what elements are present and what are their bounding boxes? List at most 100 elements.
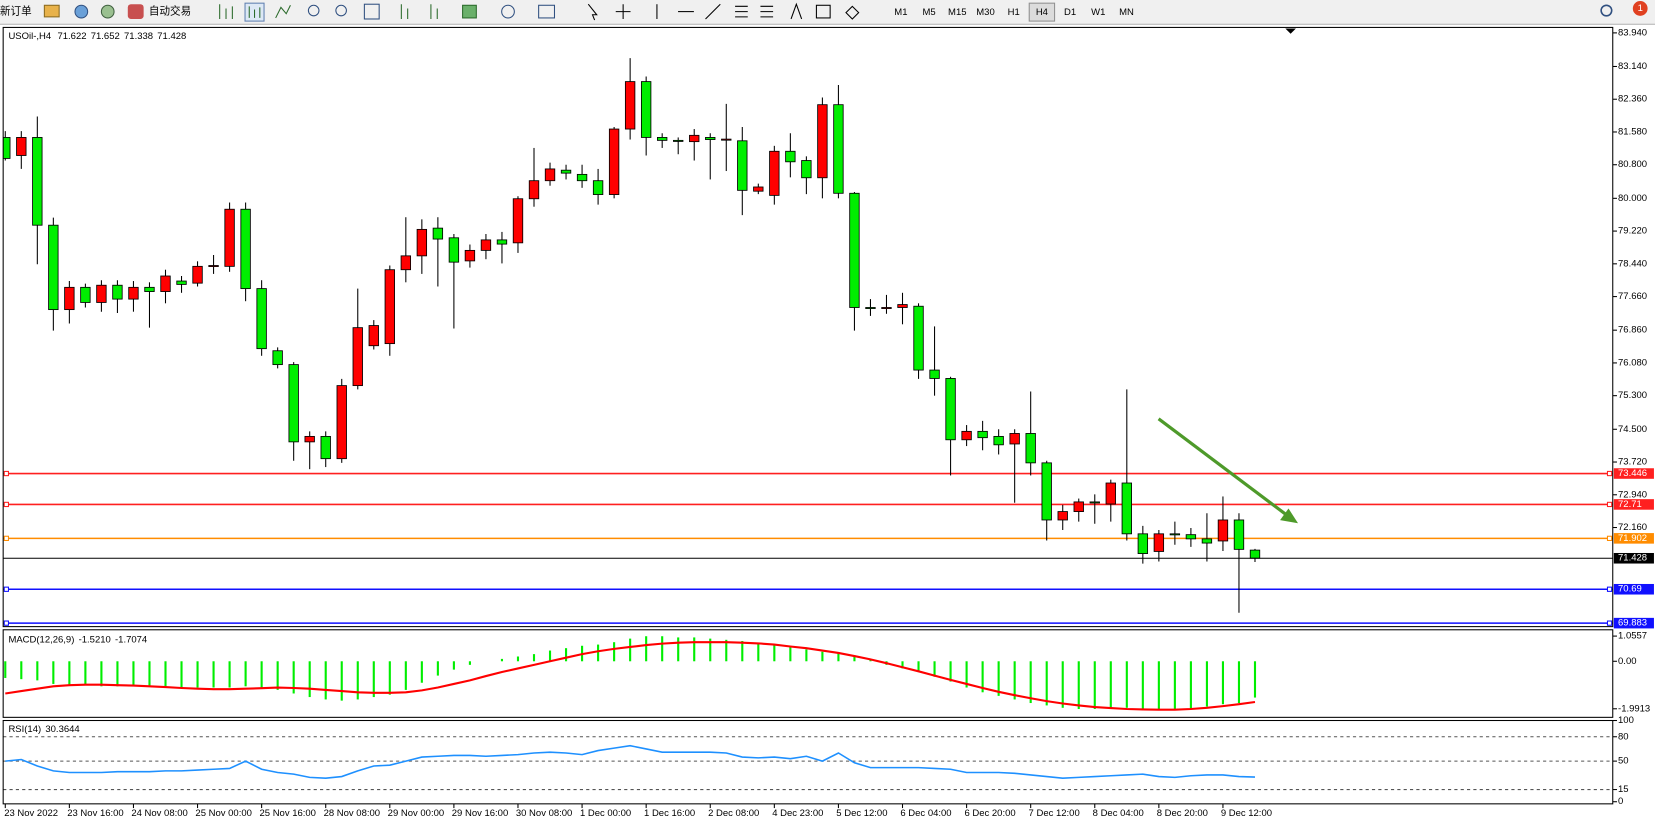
x-tick-label: 29 Nov 16:00 <box>452 808 508 819</box>
x-tick-label: 1 Dec 00:00 <box>580 808 631 819</box>
icon[interactable] <box>100 4 115 19</box>
histogram-bar <box>613 642 616 662</box>
candle-body <box>192 265 203 284</box>
candle-body <box>96 284 107 303</box>
timeframe-button[interactable]: H4 <box>1036 7 1048 18</box>
y-tick-label: 15 <box>1618 784 1629 795</box>
icon[interactable] <box>400 4 409 19</box>
timeframe-button[interactable]: M1 <box>894 7 907 18</box>
new-order-button[interactable]: 新订单 <box>0 4 32 17</box>
histogram-bar <box>52 661 55 684</box>
icon[interactable] <box>845 5 860 20</box>
price-label: 69.883 <box>1618 618 1647 629</box>
auto-trading-button[interactable]: 自动交易 <box>149 4 191 17</box>
candle-body <box>480 239 492 251</box>
candle-body <box>320 435 331 460</box>
icon[interactable] <box>760 5 774 18</box>
candle-body <box>1137 533 1149 554</box>
symbol: USOil-,H4 <box>8 30 51 41</box>
candle-body <box>544 168 556 182</box>
timeframe-button[interactable]: D1 <box>1064 7 1076 18</box>
y-tick-label: 82.360 <box>1618 94 1647 105</box>
candle-body <box>1153 533 1165 552</box>
icon[interactable] <box>74 4 89 19</box>
panel-frame <box>2 629 1614 718</box>
macd-value: -1.5210 <box>79 634 111 645</box>
candle-body <box>304 435 315 443</box>
high: 71.652 <box>91 30 120 41</box>
icon[interactable] <box>790 2 803 20</box>
y-tick-label: 83.140 <box>1618 61 1647 72</box>
signal-value: -1.7074 <box>115 634 147 645</box>
x-tick-label: 2 Dec 08:00 <box>708 808 759 819</box>
icon[interactable] <box>335 4 347 17</box>
icon[interactable] <box>538 4 556 19</box>
icon[interactable] <box>430 4 438 19</box>
y-tick-label: 0.00 <box>1618 656 1636 667</box>
candle-body <box>1089 501 1100 504</box>
icon[interactable] <box>815 4 831 19</box>
icon[interactable] <box>363 3 380 20</box>
timeframe-button[interactable]: W1 <box>1091 7 1105 18</box>
panel-frame <box>2 26 1614 628</box>
candle-body <box>657 137 668 141</box>
histogram-bar <box>36 661 39 681</box>
histogram-bar <box>500 658 504 662</box>
histogram-bar <box>949 661 952 682</box>
icon[interactable] <box>615 4 631 19</box>
icon[interactable] <box>735 5 748 18</box>
auto-trading-icon[interactable] <box>127 4 144 19</box>
notification-badge[interactable] <box>1632 1 1648 16</box>
icon[interactable] <box>501 4 515 19</box>
timeframe-button[interactable]: M15 <box>948 7 966 18</box>
low: 71.338 <box>124 30 153 41</box>
candle-body <box>288 364 299 443</box>
icon[interactable] <box>307 4 320 17</box>
icon[interactable] <box>43 4 60 18</box>
candle-body <box>817 104 828 179</box>
candle-body <box>576 173 588 182</box>
candle-body <box>881 307 892 309</box>
candle-body <box>689 134 700 143</box>
histogram-bar <box>468 661 471 665</box>
timeframe-button[interactable]: M5 <box>923 7 936 18</box>
histogram-bar <box>516 656 520 662</box>
icon[interactable] <box>705 3 721 20</box>
x-tick-label: 1 Dec 16:00 <box>644 808 695 819</box>
candle-body <box>1025 433 1036 464</box>
y-tick-label: 72.940 <box>1618 489 1647 500</box>
candle-body <box>112 284 123 300</box>
y-tick-label: 72.160 <box>1618 522 1647 533</box>
x-tick-label: 7 Dec 12:00 <box>1029 808 1080 819</box>
candle-body <box>368 325 379 347</box>
histogram-bar <box>228 661 231 688</box>
search-icon[interactable] <box>1600 4 1613 17</box>
toolbar-icons <box>219 2 860 22</box>
icon[interactable] <box>248 6 261 18</box>
candle-body <box>336 385 347 460</box>
histogram-bar <box>1061 661 1064 708</box>
histogram-bar <box>1029 661 1032 704</box>
line-anchor <box>3 620 9 626</box>
candle-body <box>1169 533 1181 536</box>
histogram-bar <box>212 661 215 688</box>
icon[interactable] <box>587 3 598 21</box>
histogram-bar <box>677 637 680 662</box>
y-tick-label: 76.860 <box>1618 325 1647 336</box>
icon[interactable] <box>462 4 477 19</box>
icon[interactable] <box>275 5 291 19</box>
notification-count: 1 <box>1638 3 1643 14</box>
timeframe-button[interactable]: MN <box>1119 7 1134 18</box>
candle-body <box>673 139 684 142</box>
timeframe-button[interactable]: M30 <box>976 7 994 18</box>
active-timeframe <box>1028 2 1056 22</box>
histogram-bar <box>244 661 247 687</box>
candle-body <box>624 81 636 130</box>
histogram-bar <box>164 661 167 687</box>
icon[interactable] <box>219 4 233 19</box>
timeframe-button[interactable]: H1 <box>1008 7 1020 18</box>
candle-body <box>416 228 428 257</box>
line-anchor <box>1606 586 1613 592</box>
histogram-bar <box>1141 661 1144 709</box>
histogram-bar <box>837 652 840 662</box>
